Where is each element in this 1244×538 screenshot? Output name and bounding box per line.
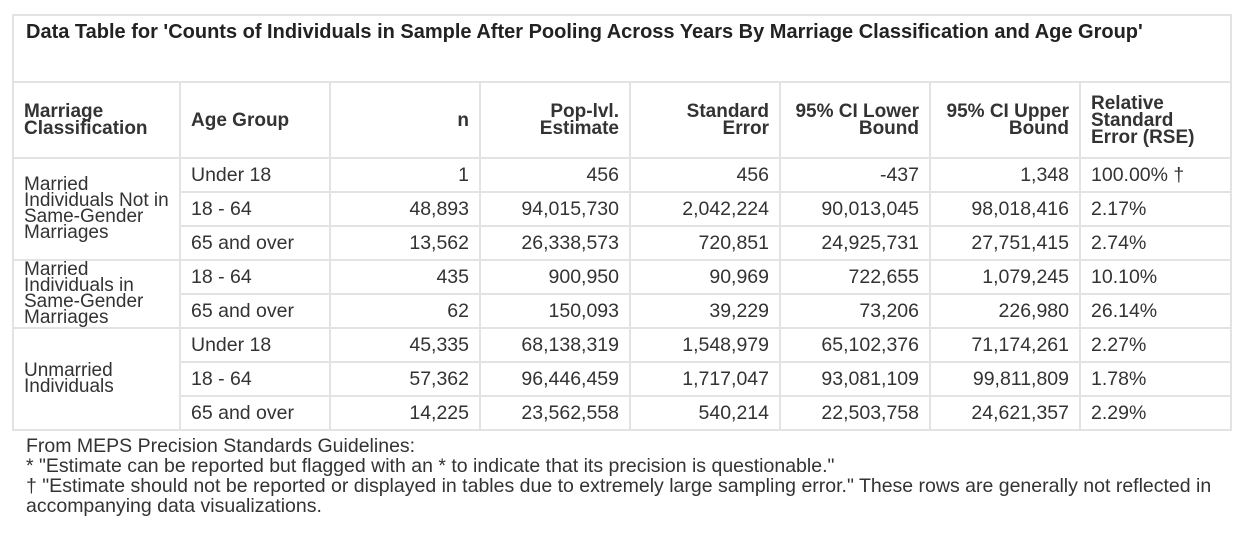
table-row: Married Individuals in Same-Gender Marri… — [12, 259, 1233, 329]
table-row: 18 - 64 48,893 94,015,730 2,042,224 90,013,0… — [13, 191, 1233, 227]
cell-n: 48,893 — [329, 191, 481, 227]
cell-n: 57,362 — [329, 361, 481, 397]
cell-se: 540,214 — [629, 395, 781, 431]
cell-upper: 99,811,809 — [929, 361, 1081, 397]
cell-age: 18 - 64 — [179, 259, 331, 295]
column-header: 95% CI Lower Bound — [779, 81, 931, 159]
column-header: Relative Standard Error (RSE) — [1078, 81, 1233, 159]
cell-se: 1,717,047 — [629, 361, 781, 397]
cell-upper: 27,751,415 — [929, 225, 1081, 261]
cell-rse: 2.74% — [1078, 225, 1233, 261]
cell-upper: 226,980 — [929, 293, 1081, 329]
cell-lower: 73,206 — [779, 293, 931, 329]
cell-est: 94,015,730 — [479, 191, 631, 227]
cell-age: 65 and over — [179, 395, 331, 431]
cell-rse: 1.78% — [1078, 361, 1233, 397]
footnote-asterisk: * "Estimate can be reported but flagged … — [26, 455, 835, 477]
footnote-dagger: † "Estimate should not be reported or di… — [26, 475, 1212, 517]
column-header: Marriage Classification — [12, 81, 181, 159]
cell-rse: 2.27% — [1078, 327, 1233, 363]
marriage-classification-cell: Married Individuals in Same-Gender Marri… — [12, 259, 181, 329]
footnotes: From MEPS Precision Standards Guidelines… — [26, 436, 1226, 516]
marriage-classification-cell: Married Individuals Not in Same-Gender M… — [12, 157, 181, 261]
cell-est: 96,446,459 — [479, 361, 631, 397]
cell-lower: -437 — [779, 157, 931, 193]
cell-upper: 71,174,261 — [929, 327, 1081, 363]
cell-est: 23,562,558 — [479, 395, 631, 431]
column-header: Age Group — [179, 81, 331, 159]
cell-upper: 24,621,357 — [929, 395, 1081, 431]
cell-n: 45,335 — [329, 327, 481, 363]
cell-rse: 10.10% — [1078, 259, 1233, 295]
cell-se: 2,042,224 — [629, 191, 781, 227]
cell-n: 13,562 — [329, 225, 481, 261]
cell-se: 39,229 — [629, 293, 781, 329]
cell-se: 456 — [629, 157, 781, 193]
column-header: Pop-lvl. Estimate — [479, 81, 631, 159]
cell-upper: 1,348 — [929, 157, 1081, 193]
cell-se: 90,969 — [629, 259, 781, 295]
marriage-classification-cell: Unmarried Individuals — [12, 327, 181, 431]
cell-lower: 24,925,731 — [779, 225, 931, 261]
cell-rse: 2.17% — [1078, 191, 1233, 227]
cell-age: 18 - 64 — [179, 191, 331, 227]
cell-lower: 90,013,045 — [779, 191, 931, 227]
cell-se: 720,851 — [629, 225, 781, 261]
cell-rse: 2.29% — [1078, 395, 1233, 431]
cell-lower: 65,102,376 — [779, 327, 931, 363]
table-row: 65 and over 14,225 23,562,558 540,214 22,503… — [13, 395, 1233, 431]
column-header: n — [329, 81, 481, 159]
data-table-container: Data Table for 'Counts of Individuals in… — [11, 14, 1233, 431]
cell-age: Under 18 — [179, 157, 331, 193]
table-row: 65 and over 13,562 26,338,573 720,851 24,925… — [13, 225, 1233, 261]
table-row: Unmarried Individuals Under 18 45,335 68,13… — [12, 327, 1233, 431]
cell-est: 150,093 — [479, 293, 631, 329]
cell-age: 65 and over — [179, 293, 331, 329]
cell-n: 435 — [329, 259, 481, 295]
cell-se: 1,548,979 — [629, 327, 781, 363]
cell-lower: 93,081,109 — [779, 361, 931, 397]
cell-lower: 722,655 — [779, 259, 931, 295]
cell-n: 62 — [329, 293, 481, 329]
cell-est: 456 — [479, 157, 631, 193]
cell-n: 1 — [329, 157, 481, 193]
cell-est: 68,138,319 — [479, 327, 631, 363]
header-row: Marriage Classification Age Group n Pop-… — [12, 81, 1233, 159]
cell-upper: 98,018,416 — [929, 191, 1081, 227]
cell-est: 900,950 — [479, 259, 631, 295]
column-header: 95% CI Upper Bound — [929, 81, 1081, 159]
cell-lower: 22,503,758 — [779, 395, 931, 431]
cell-age: 65 and over — [179, 225, 331, 261]
footnote-source: From MEPS Precision Standards Guidelines… — [26, 435, 416, 457]
column-header: Standard Error — [629, 81, 781, 159]
cell-age: Under 18 — [179, 327, 331, 363]
table-caption: Data Table for 'Counts of Individuals in… — [11, 14, 1233, 83]
cell-rse: 100.00% † — [1078, 157, 1233, 193]
table-row: 65 and over 62 150,093 39,229 73,206 226,980 2… — [13, 293, 1233, 329]
cell-est: 26,338,573 — [479, 225, 631, 261]
data-table: Data Table for 'Counts of Individuals in… — [11, 14, 1233, 431]
cell-upper: 1,079,245 — [929, 259, 1081, 295]
cell-n: 14,225 — [329, 395, 481, 431]
cell-age: 18 - 64 — [179, 361, 331, 397]
cell-rse: 26.14% — [1078, 293, 1233, 329]
table-row: 18 - 64 57,362 96,446,459 1,717,047 93,081,1… — [13, 361, 1233, 397]
table-row: Married Individuals Not in Same-Gender M… — [12, 157, 1233, 261]
